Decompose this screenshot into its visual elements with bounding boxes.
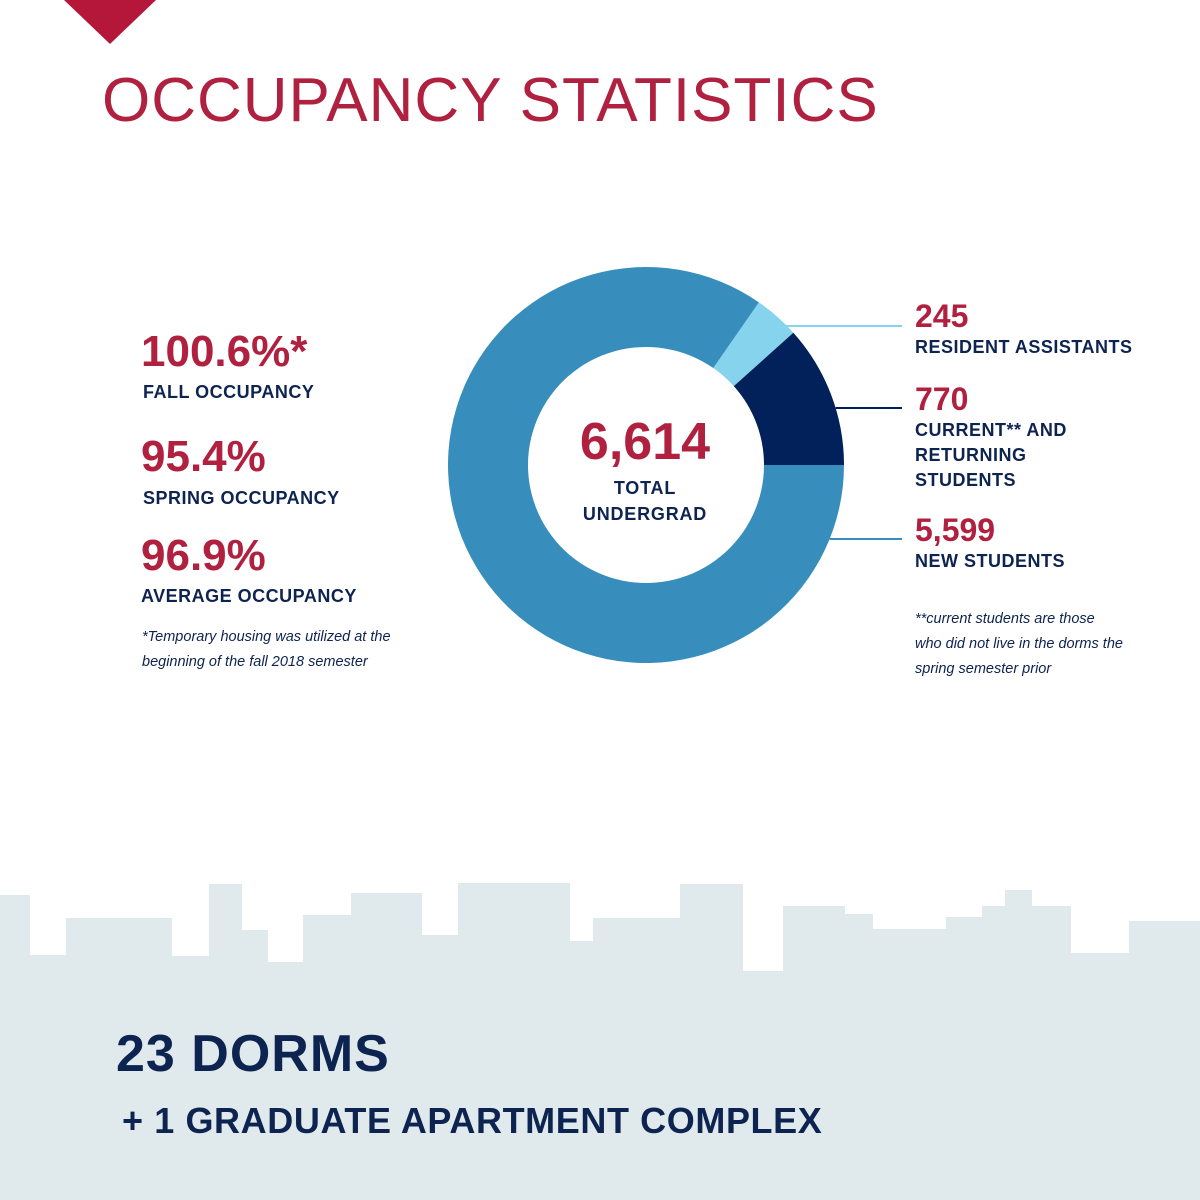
new-students-value: 5,599 <box>915 512 996 548</box>
footnote-line: **current students are those <box>915 611 1095 627</box>
fall-occupancy-label: FALL OCCUPANCY <box>143 382 315 402</box>
slice-resident-assistants <box>713 302 794 387</box>
skyline-silhouette <box>0 883 1200 1200</box>
graduate-complex-subtitle: + 1 GRADUATE APARTMENT COMPLEX <box>122 1100 823 1141</box>
average-occupancy-value: 96.9% <box>141 531 266 580</box>
current-returning-value: 770 <box>915 381 969 417</box>
footnote-temporary-housing: *Temporary housing was utilized at the b… <box>142 625 391 675</box>
spring-occupancy-label: SPRING OCCUPANCY <box>143 488 340 508</box>
donut-slices <box>448 267 844 663</box>
slice-current-returning <box>733 332 844 465</box>
spring-occupancy-value: 95.4% <box>141 432 266 481</box>
resident-assistants-label: RESIDENT ASSISTANTS <box>915 337 1133 357</box>
center-label-line: UNDERGRAD <box>582 504 708 524</box>
average-occupancy-label: AVERAGE OCCUPANCY <box>141 586 357 606</box>
slice-label-line: CURRENT** AND <box>915 420 1067 440</box>
slice-new-students <box>448 267 844 663</box>
footnote-line: who did not live in the dorms the <box>915 636 1123 652</box>
new-students-label: NEW STUDENTS <box>915 551 1065 571</box>
total-undergrad-label: TOTAL UNDERGRAD <box>540 475 750 527</box>
slice-label-line: STUDENTS <box>915 470 1017 490</box>
dorms-count-title: 23 DORMS <box>116 1025 390 1083</box>
footnote-line: *Temporary housing was utilized at the <box>142 629 391 645</box>
resident-assistants-value: 245 <box>915 298 969 334</box>
total-undergrad-value: 6,614 <box>579 413 711 471</box>
center-label-line: TOTAL <box>613 478 677 498</box>
corner-triangle <box>64 0 156 44</box>
page-title: OCCUPANCY STATISTICS <box>102 66 879 135</box>
slice-label-line: RETURNING <box>915 445 1027 465</box>
current-returning-label: CURRENT** AND RETURNING STUDENTS <box>915 418 1067 493</box>
footnote-line: spring semester prior <box>915 661 1052 677</box>
fall-occupancy-value: 100.6%* <box>141 327 308 376</box>
footnote-line: beginning of the fall 2018 semester <box>142 654 368 670</box>
leader-lines <box>785 325 902 540</box>
footnote-current-students: **current students are those who did not… <box>915 607 1123 682</box>
